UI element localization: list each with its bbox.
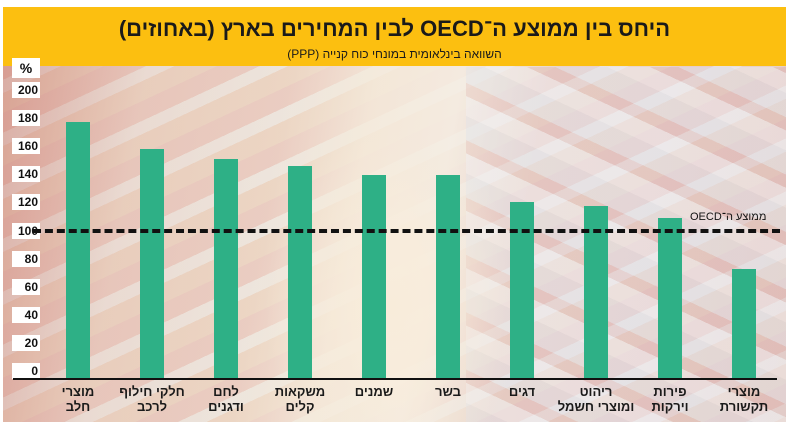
x-label-line1: חלקי חילוף: [119, 384, 185, 399]
x-category-label: שמנים: [324, 384, 424, 399]
y-tick-label: 0: [12, 363, 40, 379]
y-axis-unit: %: [12, 58, 40, 78]
chart-subtitle: השוואה בינלאומית במונחי כוח קנייה (PPP): [287, 47, 502, 61]
chart-title: היחס בין ממוצע ה־OECD לבין המחירים בארץ …: [118, 16, 671, 41]
x-label-line2: תקשורת: [719, 399, 769, 414]
bar: [288, 166, 312, 378]
x-label-line1: מוצרי: [61, 384, 95, 399]
x-category-label: מוצרי תקשורת: [694, 384, 789, 414]
y-tick-label: 140: [12, 166, 40, 183]
x-category-label: משקאות קלים: [250, 384, 350, 414]
y-tick-label: 200: [12, 82, 40, 98]
y-tick-label: 40: [12, 306, 40, 323]
oecd-average-line: [33, 229, 780, 233]
x-label-line1: מוצרי: [727, 384, 761, 399]
oecd-average-label: ממוצע ה־OECD: [690, 211, 767, 223]
x-category-label: מוצרי חלב: [28, 384, 128, 414]
chart-header: היחס בין ממוצע ה־OECD לבין המחירים בארץ …: [3, 7, 786, 66]
x-category-label: לחם ודגנים: [176, 384, 276, 414]
x-label-line1: שמנים: [354, 384, 394, 399]
x-axis-line: [13, 378, 777, 380]
bar: [584, 206, 608, 378]
x-label-line1: משקאות: [274, 384, 326, 399]
bar: [214, 158, 238, 378]
x-category-label: חלקי חילוף לרכב: [102, 384, 202, 414]
x-label-line2: קלים: [285, 399, 315, 414]
bar: [658, 217, 682, 378]
x-category-label: בשר: [398, 384, 498, 399]
bar: [140, 148, 164, 378]
x-label-line1: בשר: [434, 384, 462, 399]
bar: [66, 122, 90, 378]
bar: [362, 175, 386, 378]
y-tick-label: 100: [12, 222, 40, 239]
y-tick-label: 20: [12, 334, 40, 351]
x-label-line2: וירקות: [651, 399, 689, 414]
bar: [436, 175, 460, 378]
x-label-line2: ומוצרי חשמל: [557, 399, 635, 414]
chart-background: [3, 7, 786, 422]
x-label-line2: ודגנים: [208, 399, 244, 414]
x-category-label: דגים: [472, 384, 572, 399]
y-tick-label: 160: [12, 138, 40, 155]
x-label-line1: ריהוט: [579, 384, 613, 399]
x-category-label: ריהוט ומוצרי חשמל: [546, 384, 646, 414]
x-label-line1: דגים: [508, 384, 536, 399]
y-tick-label: 80: [12, 250, 40, 267]
y-tick-label: 180: [12, 110, 40, 127]
x-label-line1: לחם: [213, 384, 239, 399]
y-tick-label: 60: [12, 278, 40, 295]
x-label-line1: פירות: [653, 384, 687, 399]
y-tick-label: 120: [12, 194, 40, 211]
x-category-label: פירות וירקות: [620, 384, 720, 414]
x-label-line2: לרכב: [136, 399, 168, 414]
bar: [732, 269, 756, 378]
x-label-line2: חלב: [65, 399, 91, 414]
